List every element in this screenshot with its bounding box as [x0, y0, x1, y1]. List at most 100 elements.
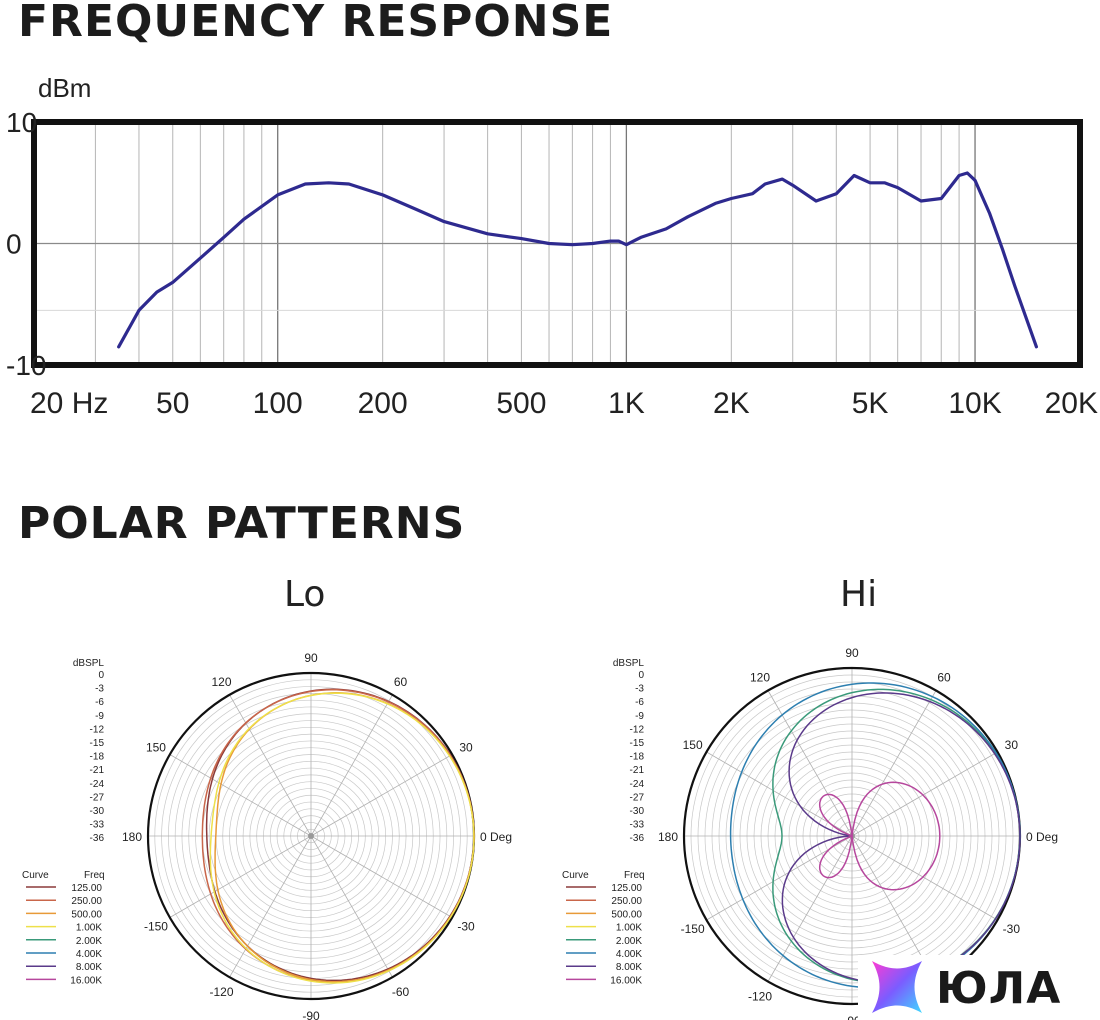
- polar-legend-entry: 250.00: [611, 896, 642, 907]
- polar-angle-label: 30: [1005, 738, 1019, 752]
- polar-spoke: [310, 835, 453, 918]
- polar-legend-entry: 4.00K: [616, 949, 642, 960]
- polar-angle-label: 120: [750, 671, 770, 685]
- yula-logo: ЮЛА: [858, 955, 1100, 1020]
- polar-legend-header: Curve: [22, 870, 49, 881]
- polar-legend-entry: 8.00K: [76, 962, 102, 973]
- polar-spoke: [169, 835, 312, 918]
- polar-legend-entry: 125.00: [71, 883, 102, 894]
- polar-spoke: [310, 694, 393, 837]
- polar-angle-label: 30: [459, 741, 473, 755]
- freq-x-tick-label: 10K: [948, 387, 1001, 420]
- polar-series-16-00K: [818, 781, 941, 891]
- polar-legend-entry: 1.00K: [76, 923, 102, 934]
- freq-frame: [31, 119, 1083, 368]
- polar-spoke: [851, 835, 998, 921]
- polar-angle-label: 180: [658, 830, 678, 844]
- freq-y-tick-label: 10: [6, 107, 37, 138]
- polar-r-tick-label: -27: [630, 792, 645, 803]
- yula-logo-text: ЮЛА: [936, 963, 1062, 1014]
- polar-spoke: [169, 754, 312, 837]
- polar-angle-label: -150: [144, 920, 168, 934]
- freq-y-tick-label: 0: [6, 229, 22, 260]
- polar-legend-header: Freq: [84, 870, 105, 881]
- freq-x-tick-label: 200: [358, 387, 408, 420]
- polar-spoke: [851, 690, 937, 837]
- polar-spoke: [229, 835, 312, 978]
- polar-angle-label: -120: [748, 989, 772, 1003]
- freq-x-tick-label: 1K: [608, 387, 645, 420]
- polar-r-tick-label: -18: [90, 752, 105, 763]
- freq-x-tick-label: 2K: [713, 387, 750, 420]
- polar-r-tick-label: -33: [630, 820, 645, 831]
- polar-angle-label: 180: [122, 830, 142, 844]
- polar-r-label: dBSPL: [73, 658, 105, 669]
- polar-r-tick-label: -21: [630, 765, 645, 776]
- polar-angle-label: -150: [681, 922, 705, 936]
- polar-angle-label: 150: [683, 738, 703, 752]
- polar-legend-entry: 16.00K: [70, 975, 102, 986]
- polar-r-tick-label: -6: [635, 697, 644, 708]
- polar-legend-entry: 1.00K: [616, 923, 642, 934]
- polar-r-tick-label: -30: [630, 806, 645, 817]
- polar-legend-entry: 2.00K: [616, 936, 642, 947]
- polar-legend-header: Freq: [624, 870, 645, 881]
- polar-angle-label: -30: [457, 920, 475, 934]
- freq-ylabel: dBm: [38, 73, 91, 103]
- polar-angle-label: -90: [302, 1009, 320, 1020]
- polar-angle-label: -30: [1003, 922, 1021, 936]
- freq-y-tick-label: -10: [6, 350, 46, 381]
- polar-r-tick-label: -3: [635, 684, 644, 695]
- polar-r-tick-label: -15: [90, 738, 105, 749]
- polar-series-500-00: [214, 692, 475, 983]
- polar-center: [308, 833, 314, 839]
- polar-legend-header: Curve: [562, 870, 589, 881]
- freq-x-tick-label: 20 Hz: [30, 387, 108, 420]
- polar-r-tick-label: -12: [630, 724, 645, 735]
- polar-r-tick-label: -21: [90, 765, 105, 776]
- polar-angle-label: 0 Deg: [480, 830, 512, 844]
- polar-r-tick-label: -6: [95, 697, 104, 708]
- polar-r-tick-label: -24: [630, 779, 645, 790]
- freq-x-tick-label: 50: [156, 387, 189, 420]
- polar-r-label: dBSPL: [613, 658, 645, 669]
- polar-angle-label: 60: [937, 671, 951, 685]
- polar-r-tick-label: -9: [635, 711, 644, 722]
- polar-patterns-title: POLAR PATTERNS: [18, 498, 466, 549]
- polar-lo-title: Lo: [284, 574, 326, 615]
- polar-legend-entry: 125.00: [611, 883, 642, 894]
- polar-series-1-00K: [209, 692, 475, 984]
- polar-spoke: [310, 754, 453, 837]
- freq-x-tick-label: 100: [253, 387, 303, 420]
- polar-legend-entry: 500.00: [611, 909, 642, 920]
- freq-x-tick-label: 20K: [1045, 387, 1098, 420]
- polar-angle-label: 120: [211, 675, 231, 689]
- polar-angle-label: -120: [209, 985, 233, 999]
- polar-legend-entry: 250.00: [71, 896, 102, 907]
- freq-x-tick-label: 5K: [852, 387, 889, 420]
- polar-spoke: [229, 694, 312, 837]
- polar-angle-label: 90: [304, 651, 318, 665]
- polar-r-tick-label: -33: [90, 820, 105, 831]
- freq-response-line: [117, 171, 1038, 349]
- polar-legend-entry: 4.00K: [76, 949, 102, 960]
- polar-angle-label: -60: [392, 985, 410, 999]
- polar-r-tick-label: 0: [98, 670, 104, 681]
- polar-r-tick-label: 0: [638, 670, 644, 681]
- polar-legend-entry: 2.00K: [76, 936, 102, 947]
- polar-spoke: [310, 835, 393, 978]
- polar-angle-label: -90: [843, 1014, 861, 1020]
- polar-r-tick-label: -9: [95, 711, 104, 722]
- frequency-response-title: FREQUENCY RESPONSE: [18, 0, 614, 47]
- polar-angle-label: 90: [845, 646, 859, 660]
- polar-hi-title: Hi: [840, 574, 878, 615]
- polar-r-tick-label: -24: [90, 779, 105, 790]
- polar-r-tick-label: -36: [630, 833, 645, 844]
- polar-r-tick-label: -15: [630, 738, 645, 749]
- polar-spoke: [767, 835, 853, 982]
- polar-angle-label: 0 Deg: [1026, 830, 1058, 844]
- polar-spoke: [851, 751, 998, 837]
- polar-angle-label: 60: [394, 675, 408, 689]
